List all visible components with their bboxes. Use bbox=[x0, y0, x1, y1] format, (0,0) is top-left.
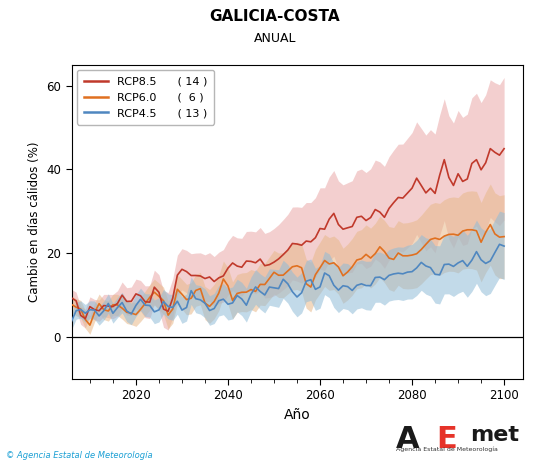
Y-axis label: Cambio en días cálidos (%): Cambio en días cálidos (%) bbox=[28, 141, 41, 302]
Text: ANUAL: ANUAL bbox=[254, 32, 296, 45]
X-axis label: Año: Año bbox=[284, 408, 310, 422]
Text: E: E bbox=[436, 425, 457, 454]
Text: Agencia Estatal de Meteorología: Agencia Estatal de Meteorología bbox=[396, 446, 498, 452]
Text: GALICIA-COSTA: GALICIA-COSTA bbox=[210, 9, 340, 24]
Text: met: met bbox=[470, 425, 519, 445]
Legend: RCP8.5      ( 14 ), RCP6.0      (  6 ), RCP4.5      ( 13 ): RCP8.5 ( 14 ), RCP6.0 ( 6 ), RCP4.5 ( 13… bbox=[77, 70, 214, 125]
Text: A: A bbox=[396, 425, 420, 454]
Text: © Agencia Estatal de Meteorología: © Agencia Estatal de Meteorología bbox=[6, 451, 152, 460]
